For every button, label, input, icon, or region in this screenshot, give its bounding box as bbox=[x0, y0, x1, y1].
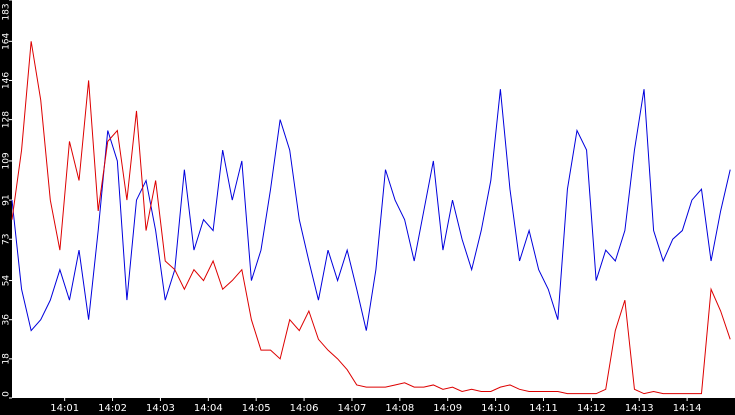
x-tick-label: 14:06 bbox=[290, 403, 319, 414]
x-tick-label: 14:01 bbox=[50, 403, 79, 414]
y-tick-label: 18 bbox=[2, 353, 12, 365]
x-tick-label: 14:10 bbox=[481, 403, 510, 414]
x-tick-label: 14:03 bbox=[146, 403, 175, 414]
y-tick-label: 146 bbox=[2, 72, 12, 89]
y-tick-label: 54 bbox=[2, 275, 12, 287]
x-tick-label: 14:12 bbox=[577, 403, 606, 414]
series-line bbox=[11, 89, 731, 332]
y-tick-label: 0 bbox=[2, 391, 12, 397]
x-tick-label: 14:09 bbox=[433, 403, 462, 414]
series-line bbox=[11, 41, 731, 395]
y-axis-strip bbox=[0, 0, 12, 415]
y-tick-label: 91 bbox=[2, 194, 12, 205]
x-tick-label: 14:05 bbox=[242, 403, 271, 414]
y-tick-label: 36 bbox=[2, 314, 12, 326]
x-tick-label: 14:13 bbox=[625, 403, 654, 414]
x-tick-label: 14:08 bbox=[385, 403, 414, 414]
y-tick-label: 109 bbox=[2, 152, 12, 169]
y-tick-label: 183 bbox=[2, 3, 12, 20]
y-tick-label: 128 bbox=[2, 111, 12, 128]
y-tick-label: 164 bbox=[2, 32, 12, 49]
x-tick-label: 14:04 bbox=[194, 403, 223, 414]
y-tick-label: 73 bbox=[2, 234, 12, 245]
x-tick-label: 14:14 bbox=[673, 403, 702, 414]
x-tick-label: 14:02 bbox=[98, 403, 127, 414]
x-tick-label: 14:11 bbox=[529, 403, 558, 414]
x-tick-label: 14:07 bbox=[338, 403, 367, 414]
x-axis-strip bbox=[0, 398, 735, 415]
